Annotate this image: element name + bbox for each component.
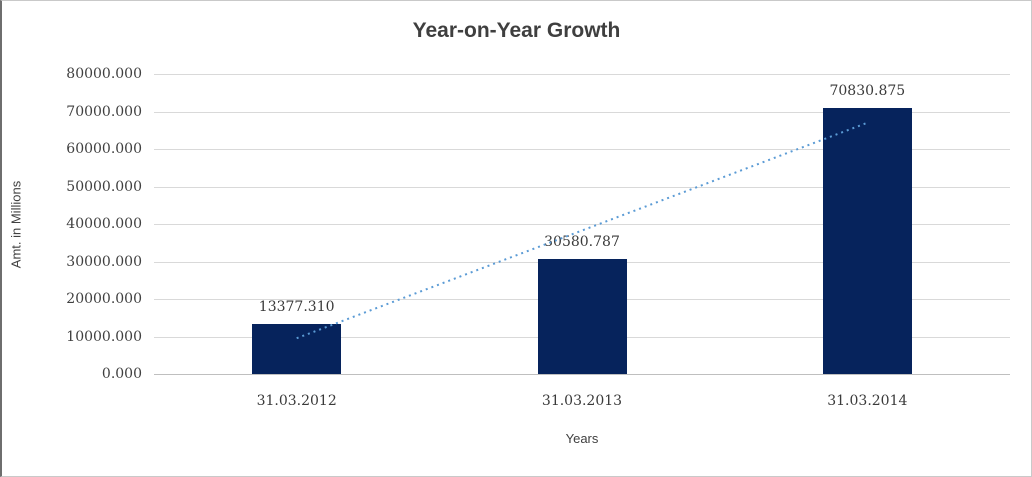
bar-value-label: 13377.310	[258, 298, 335, 315]
chart-title: Year-on-Year Growth	[412, 19, 621, 42]
y-tick-label: 60000.000	[66, 141, 142, 157]
trendline	[296, 121, 868, 340]
gridline	[154, 186, 1010, 188]
y-tick-label: 10000.000	[66, 328, 142, 345]
y-tick-label: 70000.000	[66, 103, 142, 120]
gridline	[154, 224, 1010, 225]
x-tick-label: 31.03.2013	[541, 393, 623, 409]
bar-value-label: 70830.875	[829, 83, 906, 100]
x-axis-title: Years	[565, 431, 599, 446]
bar-value-label: 30580.787	[544, 234, 620, 251]
gridline	[154, 74, 1010, 75]
gridline	[154, 149, 1010, 150]
y-tick-label: 80000.000	[66, 66, 142, 82]
trendline-layer	[296, 121, 868, 340]
plot-area: 13377.310 30580.787 70830.875	[154, 74, 1010, 375]
gridline	[154, 111, 1010, 113]
x-tick-label: 31.03.2012	[256, 393, 337, 409]
y-axis-title: Amt. in Millions	[8, 180, 24, 269]
y-tick-label: 20000.000	[66, 291, 142, 307]
bar-31.03.2013	[537, 259, 627, 374]
bar-31.03.2014	[822, 108, 912, 374]
bar-31.03.2012	[252, 323, 342, 374]
gridline	[154, 374, 1010, 375]
y-tick-label: 50000.000	[66, 178, 142, 195]
y-tick-label: 30000.000	[66, 253, 142, 270]
y-tick-label: 40000.000	[66, 216, 142, 232]
x-tick-label: 31.03.2014	[827, 393, 908, 409]
y-tick-label: 0.000	[101, 366, 142, 382]
